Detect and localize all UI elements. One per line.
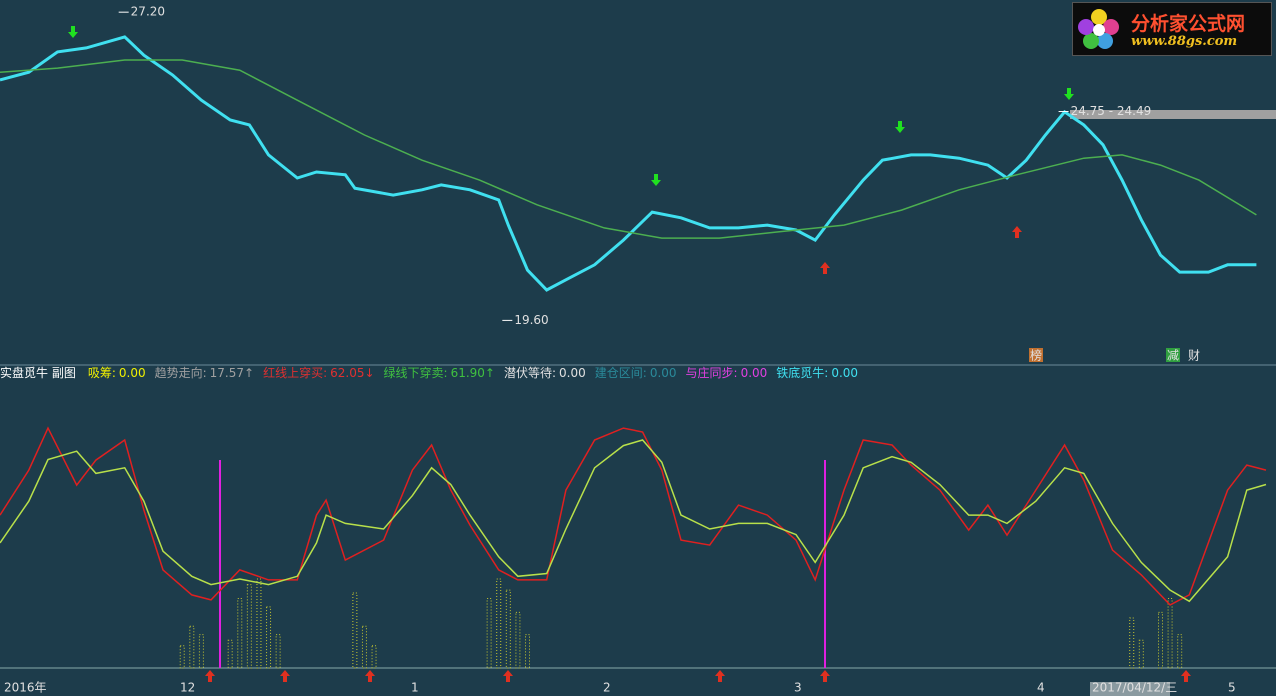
time-label: 1 — [411, 681, 419, 695]
histogram-bar — [515, 611, 521, 669]
time-label: 2017/04/12/三 — [1092, 681, 1177, 695]
indicator-bar: 实盘觅牛 副图 吸筹: 0.00 趋势走向: 17.57↑ 红线上穿买: 62.05↓ 绿线下… — [0, 364, 867, 382]
series-line — [0, 59, 1257, 239]
histogram-bar — [1177, 634, 1183, 669]
histogram-bar — [237, 598, 243, 669]
histogram-bar — [352, 592, 358, 669]
time-label: 4 — [1037, 681, 1045, 695]
indicator-name: 潜伏等待: — [504, 366, 557, 380]
price-band — [1070, 110, 1276, 119]
histogram-bar — [361, 625, 367, 669]
indicator: 与庄同步: 0.00 — [686, 366, 768, 380]
indicator-value: 0.00 — [740, 366, 768, 380]
time-label: 3 — [794, 681, 802, 695]
indicator-name: 吸筹: — [87, 366, 116, 380]
time-label: 5 — [1228, 681, 1236, 695]
date-highlight — [1090, 682, 1170, 696]
histogram-bar — [496, 578, 502, 669]
series-line — [0, 426, 1267, 606]
marker: 减 — [1167, 349, 1179, 363]
indicator-value: 61.90↑ — [450, 366, 495, 380]
indicator-name: 建仓区间: — [594, 366, 647, 380]
price-annotation: 24.75 - 24.49 — [1071, 104, 1152, 118]
indicator: 绿线下穿卖: 61.90↑ — [384, 366, 495, 380]
histogram-bar — [486, 598, 492, 669]
histogram-bar — [227, 639, 233, 669]
logo-url: www.88gs.com — [1131, 34, 1238, 49]
indicator-value: 0.00 — [559, 366, 586, 380]
histogram-bar — [525, 634, 530, 669]
histogram-bar — [266, 606, 272, 669]
histogram-bar — [256, 578, 262, 669]
marker-bg — [1029, 348, 1043, 362]
marker: 财 — [1188, 349, 1200, 363]
indicator-value: 17.57↑ — [209, 366, 255, 380]
signal-arrows — [205, 226, 1191, 682]
indicator: 红线上穿买: 62.05↓ — [263, 366, 374, 380]
marker-bg — [1166, 348, 1180, 362]
logo: 分析家公式网 www.88gs.com — [1072, 2, 1272, 56]
histogram-bar — [179, 645, 185, 669]
histogram-bar — [1158, 611, 1163, 669]
price-annotation: 27.20 — [131, 5, 165, 19]
histogram-bar — [371, 645, 377, 669]
time-label: 12 — [180, 681, 195, 695]
histogram-bar — [1167, 598, 1173, 669]
indicator-name: 绿线下穿卖: — [383, 366, 448, 380]
indicator-value: 0.00 — [831, 366, 859, 380]
logo-icon — [1078, 9, 1119, 49]
indicator: 潜伏等待: 0.00 — [504, 366, 586, 380]
marker: 榜 — [1030, 348, 1042, 363]
histogram-bar — [246, 584, 252, 669]
indicator-name: 铁底觅牛: — [776, 366, 829, 380]
indicator: 吸筹: 0.00 — [88, 366, 146, 380]
indicator-value: 0.00 — [649, 366, 677, 380]
indicator-name: 与庄同步: — [685, 366, 738, 380]
indicator-name: 实盘觅牛 副图 — [0, 366, 76, 380]
series-line — [0, 439, 1267, 603]
indicator: 建仓区间: 0.00 — [595, 366, 677, 380]
time-label: 2016年 — [4, 681, 47, 695]
down-arrows — [68, 26, 1074, 186]
histogram-bar — [275, 634, 281, 669]
indicator-value: 0.00 — [118, 366, 146, 380]
indicator: 实盘觅牛 副图 — [0, 366, 79, 380]
histogram-bar — [1138, 639, 1144, 669]
price-annotation: 19.60 — [514, 313, 548, 327]
indicator: 趋势走向: 17.57↑ — [155, 366, 254, 380]
histogram-bar — [1129, 617, 1135, 669]
series-line — [0, 35, 1257, 292]
indicator: 铁底觅牛: 0.00 — [776, 366, 858, 380]
histogram-bar — [198, 634, 204, 669]
time-label: 2 — [603, 681, 611, 695]
indicator-name: 红线上穿买: — [263, 366, 328, 380]
indicator-name: 趋势走向: — [154, 366, 207, 380]
indicator-value: 62.05↓ — [330, 366, 375, 380]
histogram-bar — [505, 589, 511, 669]
histogram-bar — [189, 625, 195, 669]
logo-title: 分析家公式网 — [1131, 13, 1246, 35]
